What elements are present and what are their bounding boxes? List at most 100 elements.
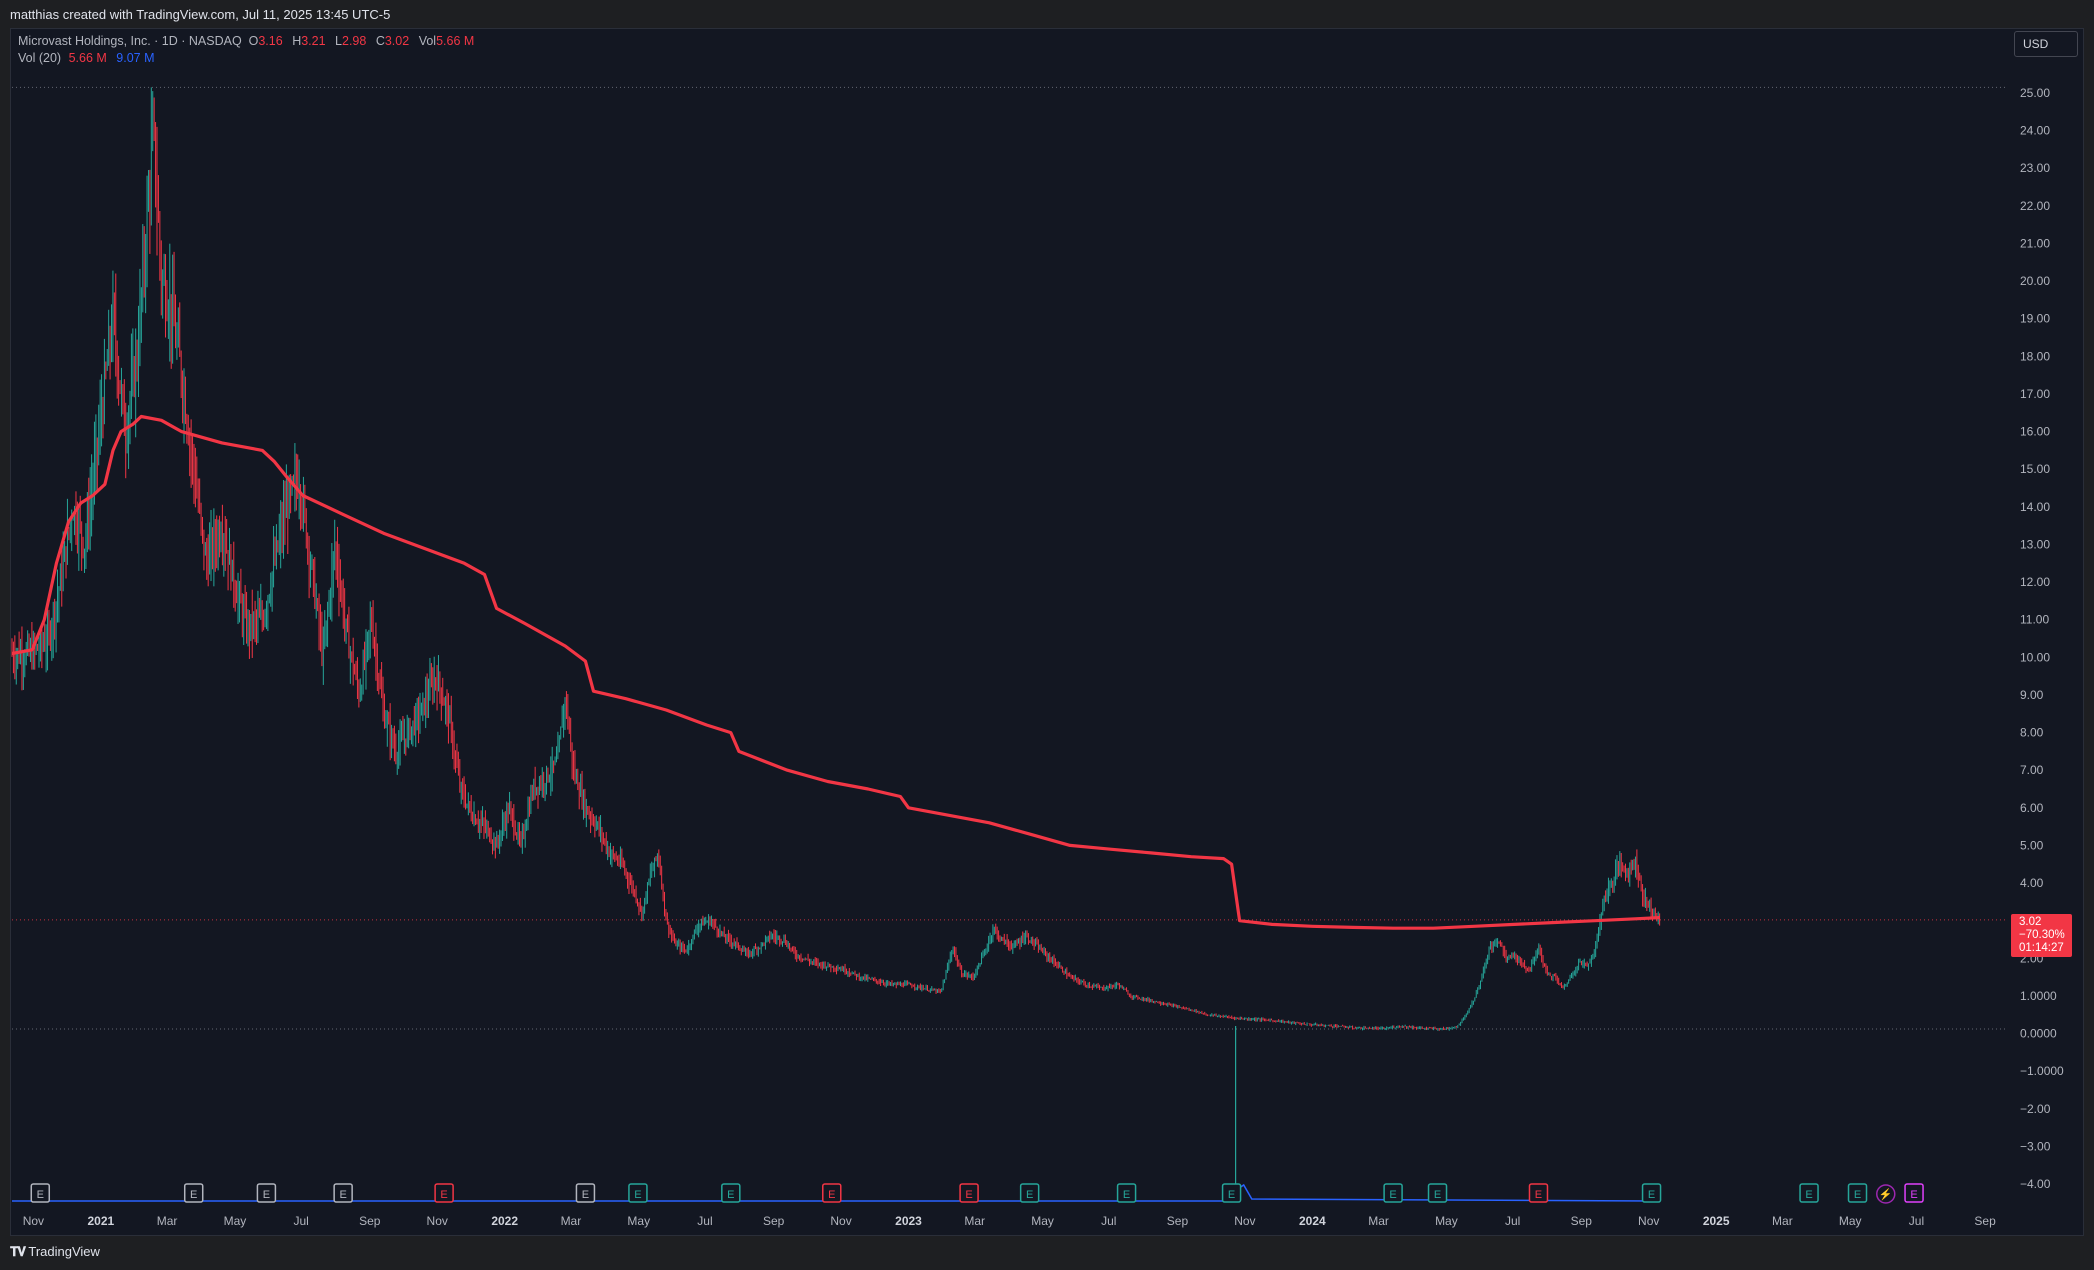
- price-series: [11, 87, 1661, 1184]
- price-tick-label: 19.00: [2020, 312, 2050, 326]
- time-tick-label: Sep: [763, 1214, 785, 1228]
- earnings-box: [628, 1183, 648, 1203]
- price-change: −70.30%: [2019, 929, 2065, 941]
- time-tick-label: May: [224, 1214, 247, 1228]
- close-label: C: [375, 34, 385, 48]
- earnings-box: [256, 1183, 277, 1203]
- earnings-label: E: [37, 1189, 44, 1201]
- earnings-icon[interactable]: E: [959, 1183, 979, 1203]
- time-tick-label: 2023: [895, 1214, 922, 1228]
- time-tick-label: May: [1839, 1214, 1862, 1228]
- earnings-icon[interactable]: E: [1904, 1183, 1924, 1203]
- time-tick-label: Nov: [1234, 1214, 1255, 1228]
- tradingview-brand[interactable]: 𝐓𝐕 TradingView: [10, 1244, 100, 1260]
- time-tick-label: Jul: [1505, 1214, 1520, 1228]
- horizontal-lines: [12, 86, 2008, 1030]
- chart-panel[interactable]: [10, 28, 2084, 1236]
- time-tick-label: Mar: [1772, 1214, 1793, 1228]
- earnings-icon[interactable]: E: [721, 1183, 741, 1203]
- price-tick-label: 15.00: [2020, 462, 2050, 476]
- earnings-icon[interactable]: E: [1116, 1183, 1137, 1203]
- currency-button[interactable]: USD: [2014, 31, 2078, 57]
- earnings-icon[interactable]: E: [30, 1183, 51, 1203]
- time-tick-label: Sep: [1167, 1214, 1189, 1228]
- earnings-icon[interactable]: E: [1221, 1183, 1242, 1203]
- high-value: 3.21: [301, 34, 326, 48]
- earnings-icon[interactable]: E: [1641, 1183, 1662, 1203]
- time-tick-label: Jul: [1101, 1214, 1116, 1228]
- earnings-icon[interactable]: E: [1019, 1183, 1040, 1203]
- earnings-icon[interactable]: E: [1427, 1183, 1448, 1203]
- earnings-label: E: [1854, 1189, 1861, 1201]
- earnings-icon[interactable]: E: [1847, 1183, 1868, 1203]
- price-tick-label: 25.00: [2020, 86, 2050, 100]
- price-tick-label: 17.00: [2020, 387, 2050, 401]
- earnings-label: E: [634, 1189, 641, 1201]
- price-tick-label: 14.00: [2020, 500, 2050, 514]
- volume-ma-label[interactable]: Vol (20): [18, 51, 62, 65]
- volume-legend[interactable]: Vol (20) 5.66 M 9.07 M: [18, 51, 155, 65]
- earnings-label: E: [965, 1189, 972, 1201]
- earnings-icon[interactable]: E: [1383, 1183, 1403, 1203]
- earnings-label: E: [1434, 1189, 1441, 1201]
- price-tick-label: 9.00: [2020, 688, 2044, 702]
- open-label: O: [248, 34, 259, 48]
- time-tick-label: Nov: [830, 1214, 851, 1228]
- earnings-icon[interactable]: E: [333, 1183, 353, 1203]
- earnings-label: E: [828, 1189, 835, 1201]
- earnings-icon[interactable]: E: [628, 1183, 648, 1203]
- price-tick-label: 7.00: [2020, 763, 2044, 777]
- dividend-icon[interactable]: ⚡: [1876, 1184, 1896, 1204]
- earnings-icon[interactable]: E: [256, 1183, 277, 1203]
- open-value: 3.16: [258, 34, 283, 48]
- time-tick-label: Jul: [1909, 1214, 1924, 1228]
- symbol-name[interactable]: Microvast Holdings, Inc. · 1D · NASDAQ: [18, 34, 242, 48]
- time-tick-label: Nov: [427, 1214, 448, 1228]
- earnings-box: [1116, 1183, 1137, 1203]
- earnings-icon[interactable]: E: [1528, 1183, 1549, 1203]
- price-tick-label: 12.00: [2020, 575, 2050, 589]
- earnings-icon[interactable]: E: [434, 1183, 454, 1203]
- price-tick-label: 5.00: [2020, 838, 2044, 852]
- time-tick-label: Nov: [23, 1214, 44, 1228]
- time-tick-label: May: [1031, 1214, 1054, 1228]
- earnings-label: E: [190, 1189, 197, 1201]
- earnings-label: E: [727, 1189, 734, 1201]
- time-tick-label: 2022: [491, 1214, 518, 1228]
- vwap-line: [11, 414, 1660, 930]
- price-tick-label: −3.00: [2020, 1139, 2051, 1153]
- time-tick-label: Jul: [293, 1214, 308, 1228]
- earnings-label: E: [1123, 1189, 1130, 1201]
- earnings-label: E: [1648, 1189, 1655, 1201]
- symbol-legend[interactable]: Microvast Holdings, Inc. · 1D · NASDAQ O…: [18, 34, 480, 48]
- dividend-circle: [1876, 1184, 1896, 1204]
- time-tick-label: Jul: [697, 1214, 712, 1228]
- earnings-box: [822, 1183, 842, 1203]
- last-price: 3.02: [2019, 916, 2042, 928]
- time-tick-label: Mar: [561, 1214, 582, 1228]
- price-tick-label: 21.00: [2020, 236, 2050, 250]
- time-tick-label: 2021: [87, 1214, 114, 1228]
- earnings-icon[interactable]: E: [575, 1183, 596, 1203]
- price-tick-label: 6.00: [2020, 801, 2044, 815]
- price-tick-label: 20.00: [2020, 274, 2050, 288]
- price-tick-label: 16.00: [2020, 425, 2050, 439]
- earnings-box: [1847, 1183, 1868, 1203]
- earnings-label: E: [1910, 1189, 1917, 1201]
- earnings-icon[interactable]: E: [183, 1183, 204, 1203]
- price-tick-label: 13.00: [2020, 537, 2050, 551]
- earnings-label: E: [339, 1189, 346, 1201]
- time-tick-label: Nov: [1638, 1214, 1659, 1228]
- earnings-box: [1383, 1183, 1403, 1203]
- volume-ma-value-2: 9.07 M: [116, 51, 155, 65]
- vwap-series: [11, 414, 1660, 930]
- earnings-icon[interactable]: E: [822, 1183, 842, 1203]
- earnings-box: [1528, 1183, 1549, 1203]
- earnings-label: E: [440, 1189, 447, 1201]
- time-tick-label: 2024: [1299, 1214, 1326, 1228]
- price-tick-label: 11.00: [2020, 613, 2049, 627]
- time-tick-label: Mar: [1368, 1214, 1389, 1228]
- earnings-icon[interactable]: E: [1799, 1183, 1819, 1203]
- price-tick-label: 18.00: [2020, 349, 2050, 363]
